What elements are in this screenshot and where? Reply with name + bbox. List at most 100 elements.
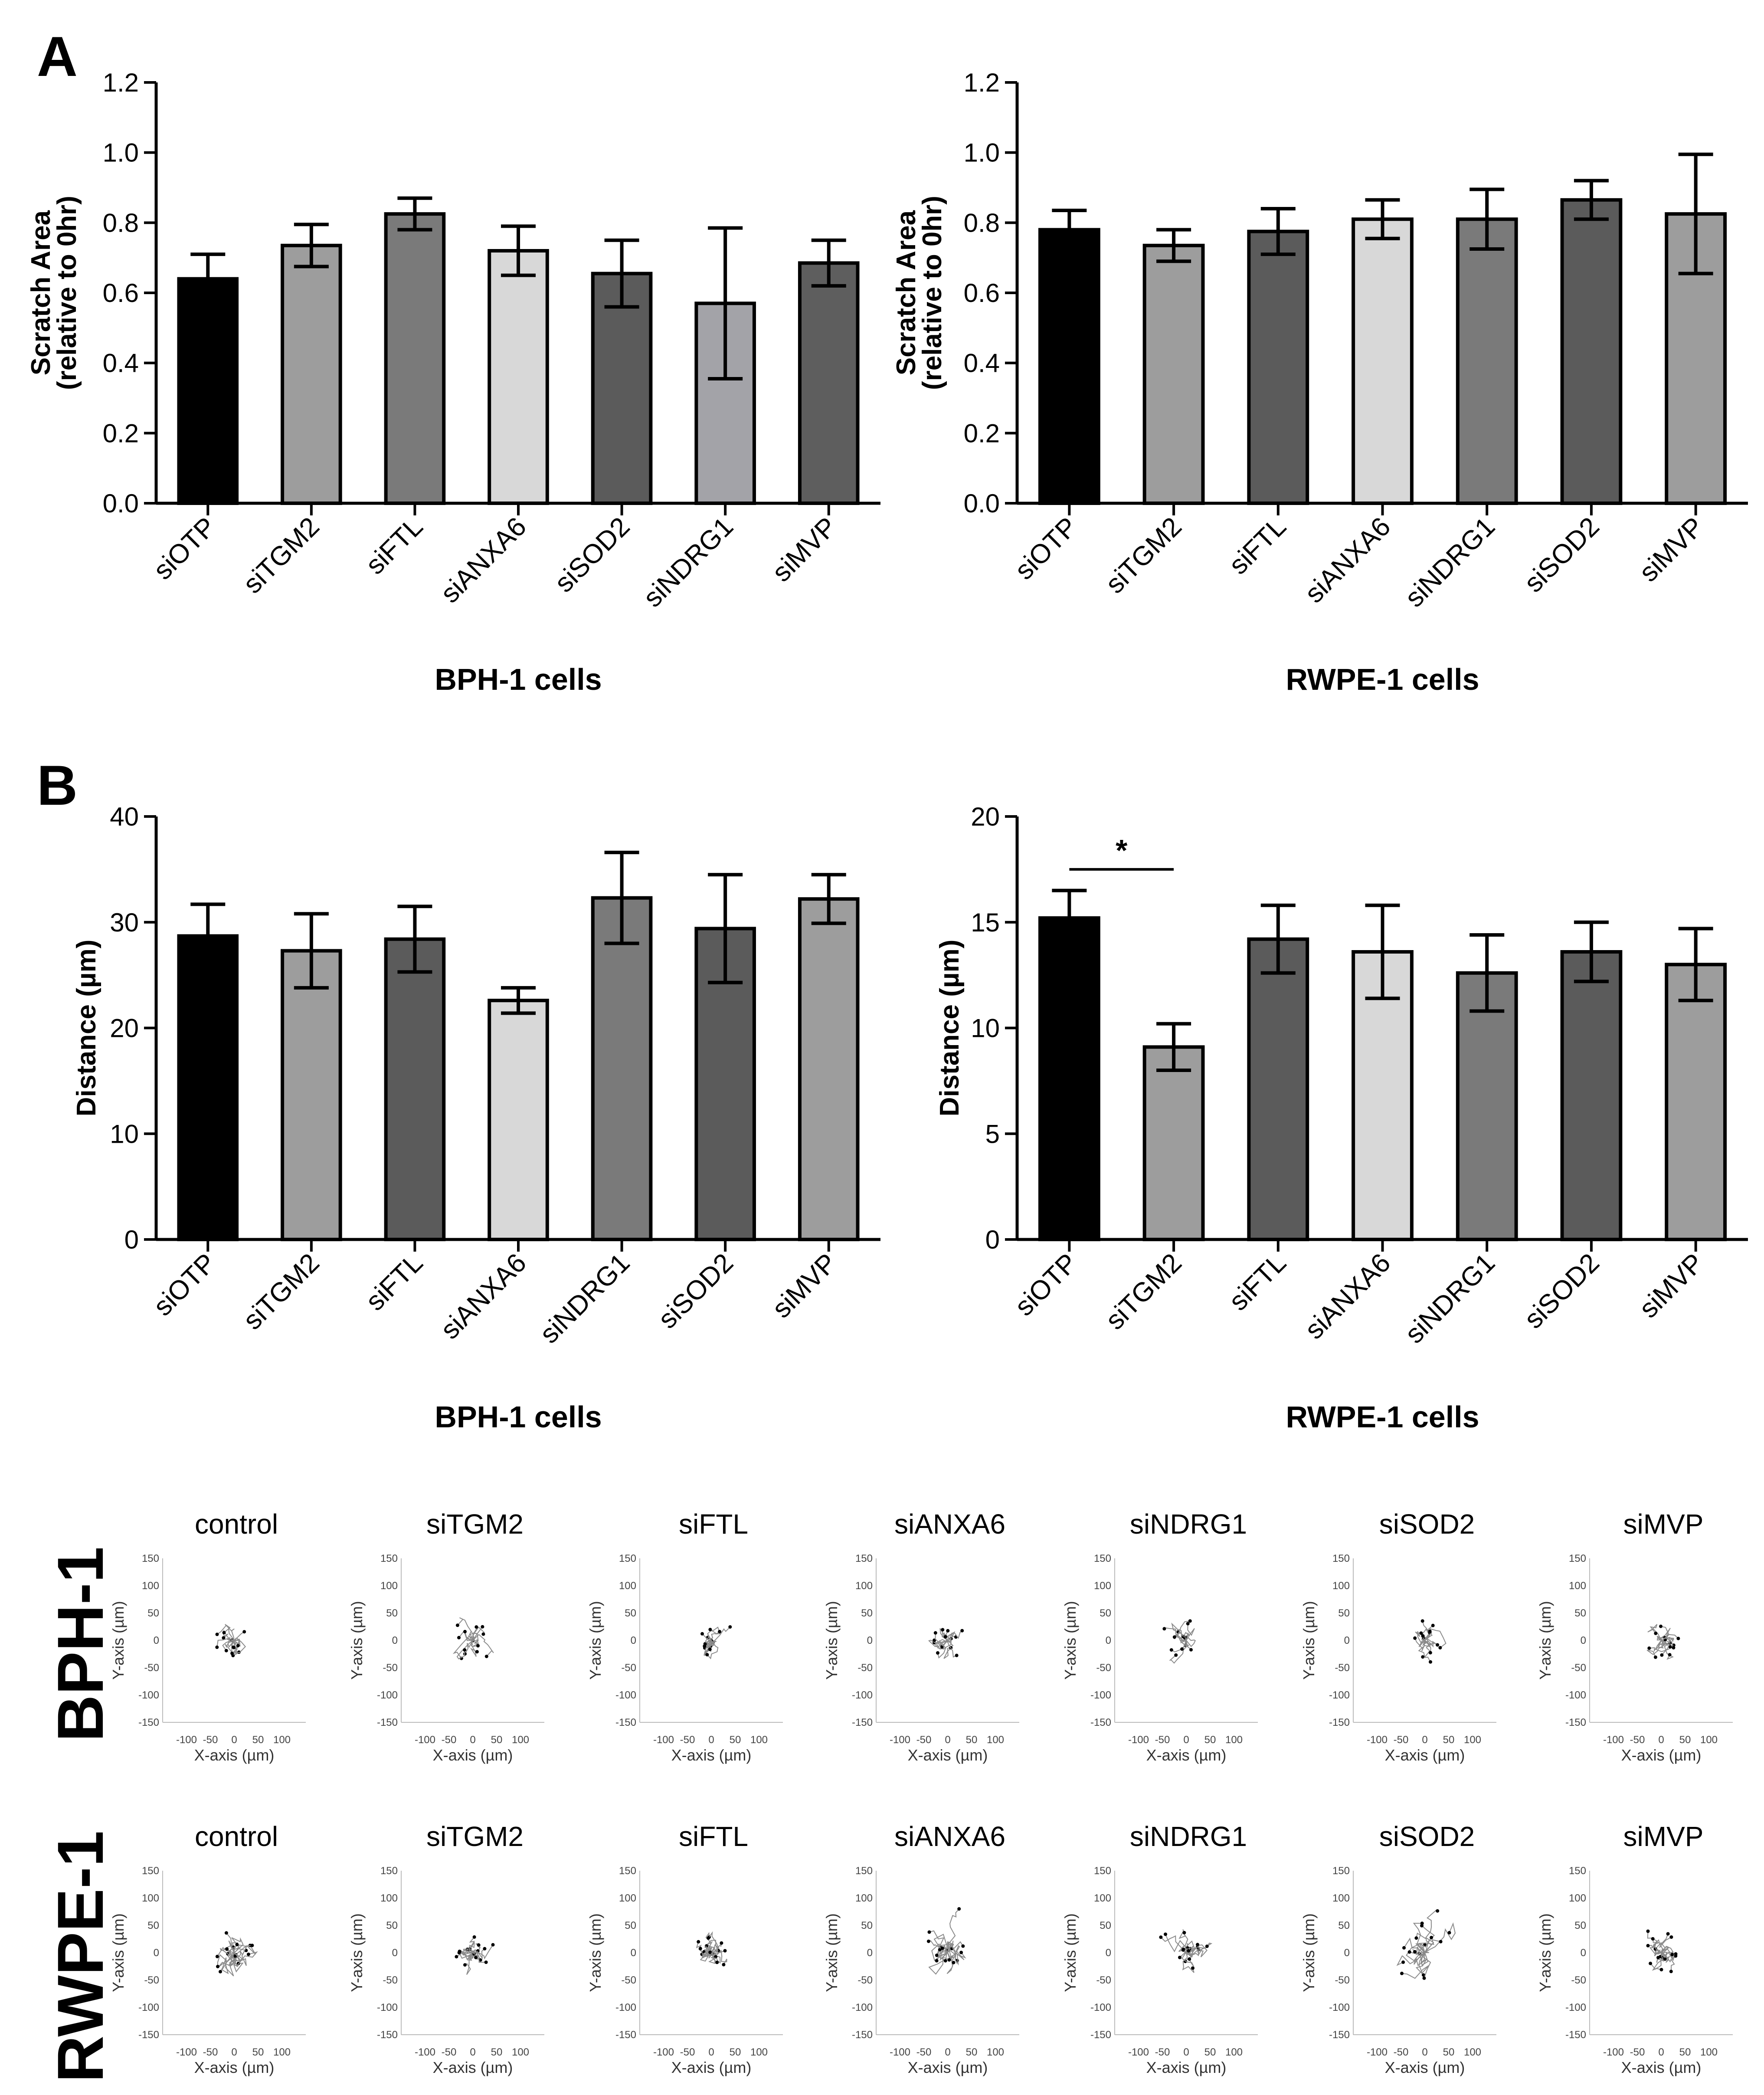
cell-track xyxy=(1418,1939,1441,1953)
trajectory-title: siSOD2 xyxy=(1379,1821,1475,1852)
track-endpoint xyxy=(1400,1971,1404,1975)
y-tick-label: 20 xyxy=(971,802,1000,831)
y-axis-label-line2: (relative to 0hr) xyxy=(52,196,82,390)
trajectory-x-tick: 50 xyxy=(966,2046,978,2058)
cell-track xyxy=(472,1634,494,1657)
cell-track xyxy=(226,1932,235,1953)
y-tick-label: 0.4 xyxy=(103,349,139,378)
cell-track xyxy=(1661,1951,1676,1961)
trajectory-y-tick: -100 xyxy=(1329,2002,1350,2013)
y-tick-label: 0.2 xyxy=(103,419,139,448)
cell-track xyxy=(232,1637,246,1653)
trajectory-y-tick: 0 xyxy=(1106,1635,1111,1646)
track-endpoint xyxy=(714,1955,718,1959)
trajectory-y-tick: -100 xyxy=(615,2002,636,2013)
y-tick-label: 30 xyxy=(110,908,139,937)
y-tick-label: 15 xyxy=(971,908,1000,937)
track-endpoint xyxy=(1436,1909,1440,1913)
trajectory-y-tick: 0 xyxy=(1344,1635,1350,1646)
cell-track xyxy=(225,1640,235,1655)
track-endpoint xyxy=(697,1940,700,1944)
trajectory-x-tick: 50 xyxy=(491,2046,503,2058)
trajectory-x-tick: 50 xyxy=(730,1734,741,1746)
cell-track xyxy=(1415,1631,1425,1644)
cell-track xyxy=(928,1947,948,1975)
track-endpoint xyxy=(1663,1957,1667,1961)
cell-track xyxy=(1182,1952,1195,1973)
trajectory-y-tick: -50 xyxy=(383,1662,398,1674)
trajectory-x-tick: 50 xyxy=(966,1734,978,1746)
track-endpoint xyxy=(1430,1936,1433,1940)
y-axis-label: Distance (µm) xyxy=(72,940,101,1117)
track-endpoint xyxy=(1413,1950,1417,1954)
panel-label-a: A xyxy=(37,25,78,88)
trajectory-x-tick: 50 xyxy=(1679,2046,1691,2058)
cell-track xyxy=(1423,1635,1435,1646)
cell-track xyxy=(452,1636,473,1659)
trajectory-y-tick: 150 xyxy=(380,1553,398,1564)
category-label-siANXA6: siANXA6 xyxy=(435,1248,532,1345)
trajectory-x-tick: -100 xyxy=(653,1734,674,1746)
trajectory-x-tick: 50 xyxy=(491,1734,503,1746)
trajectory-x-tick: 100 xyxy=(1225,2046,1243,2058)
trajectory-x-tick: -100 xyxy=(1128,1734,1149,1746)
panel-label-b: B xyxy=(37,754,78,817)
track-endpoint xyxy=(1174,1653,1178,1657)
track-endpoint xyxy=(933,1631,937,1635)
cell-track xyxy=(1646,1640,1665,1658)
trajectory-x-tick: -50 xyxy=(1394,2046,1409,2058)
category-label-siFTL: siFTL xyxy=(360,1248,429,1316)
trajectory-y-tick: -150 xyxy=(852,2029,873,2041)
track-endpoint xyxy=(723,1949,727,1953)
cell-track xyxy=(1176,1630,1187,1641)
category-label-siNDRG1: siNDRG1 xyxy=(534,1248,636,1349)
trajectory-x-tick: -50 xyxy=(442,2046,457,2058)
track-endpoint xyxy=(1670,1953,1674,1957)
trajectory-x-tick: 100 xyxy=(1464,2046,1481,2058)
track-endpoint xyxy=(698,1947,702,1951)
cell-track xyxy=(939,1947,949,1961)
bar-chart-1: 0.0 0.2 0.4 0.6 0.8 1.0 1.2 Scratch Area(relati… xyxy=(26,68,880,696)
bar-siTGM2 xyxy=(1142,1045,1205,1241)
trajectory-y-tick: 100 xyxy=(142,1892,159,1904)
trajectory-y-label: Y-axis (µm) xyxy=(348,1601,366,1679)
category-label-siNDRG1: siNDRG1 xyxy=(1399,1248,1501,1349)
track-endpoint xyxy=(235,1943,239,1947)
track-endpoint xyxy=(1428,1629,1432,1633)
cell-track xyxy=(707,1626,721,1641)
cell-track xyxy=(1424,1909,1438,1953)
trajectory-y-label: Y-axis (µm) xyxy=(348,1913,366,1992)
cell-track xyxy=(231,1945,248,1962)
trajectory-y-tick: 150 xyxy=(380,1865,398,1877)
cell-track xyxy=(234,1944,252,1953)
y-tick-label: 5 xyxy=(985,1119,1000,1148)
track-endpoint xyxy=(1651,1937,1655,1941)
track-endpoint xyxy=(1187,1949,1191,1953)
trajectory-y-label: Y-axis (µm) xyxy=(1536,1601,1554,1679)
track-endpoint xyxy=(1431,1623,1435,1627)
y-axis-label: Scratch Area xyxy=(26,210,56,375)
trajectory-y-tick: -100 xyxy=(377,2002,398,2013)
category-label-siMVP: siMVP xyxy=(766,511,842,587)
track-endpoint xyxy=(1659,1624,1663,1628)
track-endpoint xyxy=(1669,1935,1673,1939)
trajectory-y-tick: 50 xyxy=(861,1607,873,1619)
trajectory-y-tick: 50 xyxy=(1338,1607,1350,1619)
y-axis-label: Scratch Area xyxy=(891,210,921,375)
cell-track xyxy=(1183,1940,1195,1954)
cell-track xyxy=(231,1937,244,1953)
trajectory-x-tick: 0 xyxy=(1658,2046,1664,2058)
cell-track xyxy=(1657,1950,1671,1963)
track-endpoint xyxy=(926,1939,930,1943)
trajectory-y-label: Y-axis (µm) xyxy=(1536,1913,1554,1992)
trajectory-title: siTGM2 xyxy=(426,1821,524,1852)
trajectory-x-tick: -100 xyxy=(176,1734,197,1746)
trajectory-plot-RWPE-1-siANXA6: siANXA6 150 100 50 0 -50 -100 -150 -100 -50 0 50 100… xyxy=(823,1821,1019,2076)
row-label-RWPE-1: RWPE-1 xyxy=(44,1831,117,2083)
track-endpoint xyxy=(1653,1655,1657,1659)
cell-track xyxy=(1656,1636,1674,1648)
bar-siOTP xyxy=(1038,916,1100,1241)
trajectory-y-tick: 150 xyxy=(1332,1865,1350,1877)
